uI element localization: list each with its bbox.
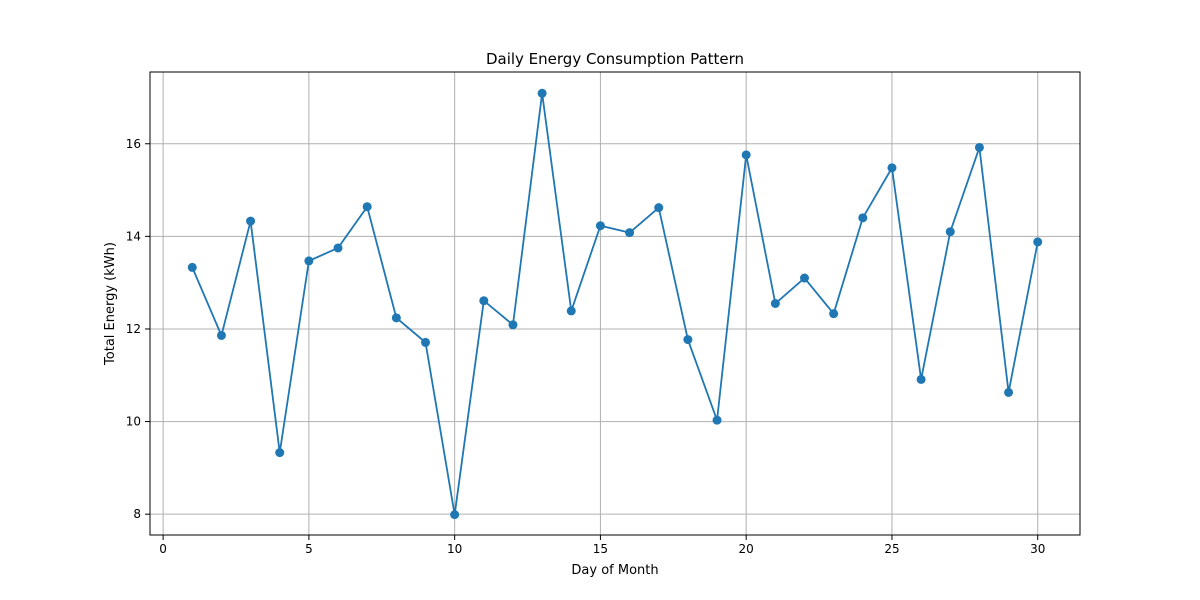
data-point [712,415,722,425]
data-point [945,227,955,237]
x-tick-label: 20 [739,542,754,556]
data-point [654,203,664,213]
data-point [799,273,809,283]
y-tick-label: 16 [126,137,141,151]
grid-lines [150,72,1080,535]
data-points [187,88,1043,520]
x-tick-label: 0 [159,542,167,556]
data-point [537,88,547,98]
y-tick-label: 8 [133,507,141,521]
data-point [1004,387,1014,397]
plot-frame [149,71,1081,536]
data-point [683,335,693,345]
y-axis-label: Total Energy (kWh) [103,242,118,366]
data-point [625,228,635,238]
x-tick-label: 30 [1030,542,1045,556]
y-tick-label: 14 [126,229,141,243]
data-point [246,216,256,226]
data-point [362,202,372,212]
data-point [391,313,401,323]
series-line-layer [191,93,1039,515]
data-point [450,510,460,520]
y-tick-label: 12 [126,322,141,336]
y-tick-label: 10 [126,415,141,429]
data-point [187,262,197,272]
x-tick-label: 15 [593,542,608,556]
data-point [304,256,314,266]
data-point [216,330,226,340]
x-tick-label: 5 [305,542,313,556]
data-point [333,243,343,253]
data-point [1033,237,1043,247]
x-tick-label: 25 [884,542,899,556]
x-axis-ticks: 0 5 10 15 20 25 30 [159,535,1045,556]
data-point [566,306,576,316]
data-point [858,213,868,223]
data-point [916,374,926,384]
data-point [770,299,780,308]
x-axis-label: Day of Month [571,563,658,578]
data-point [974,142,984,152]
data-point [275,448,285,458]
data-point [829,309,839,319]
data-point [508,320,518,330]
y-axis-ticks: 8 10 12 14 16 [126,137,150,521]
series-line [191,93,1039,515]
x-tick-label: 10 [447,542,462,556]
chart-title: Daily Energy Consumption Pattern [486,50,744,68]
data-point [741,150,751,160]
data-point [887,163,897,173]
data-point [479,296,489,306]
data-point [421,337,431,347]
data-point [595,221,605,231]
